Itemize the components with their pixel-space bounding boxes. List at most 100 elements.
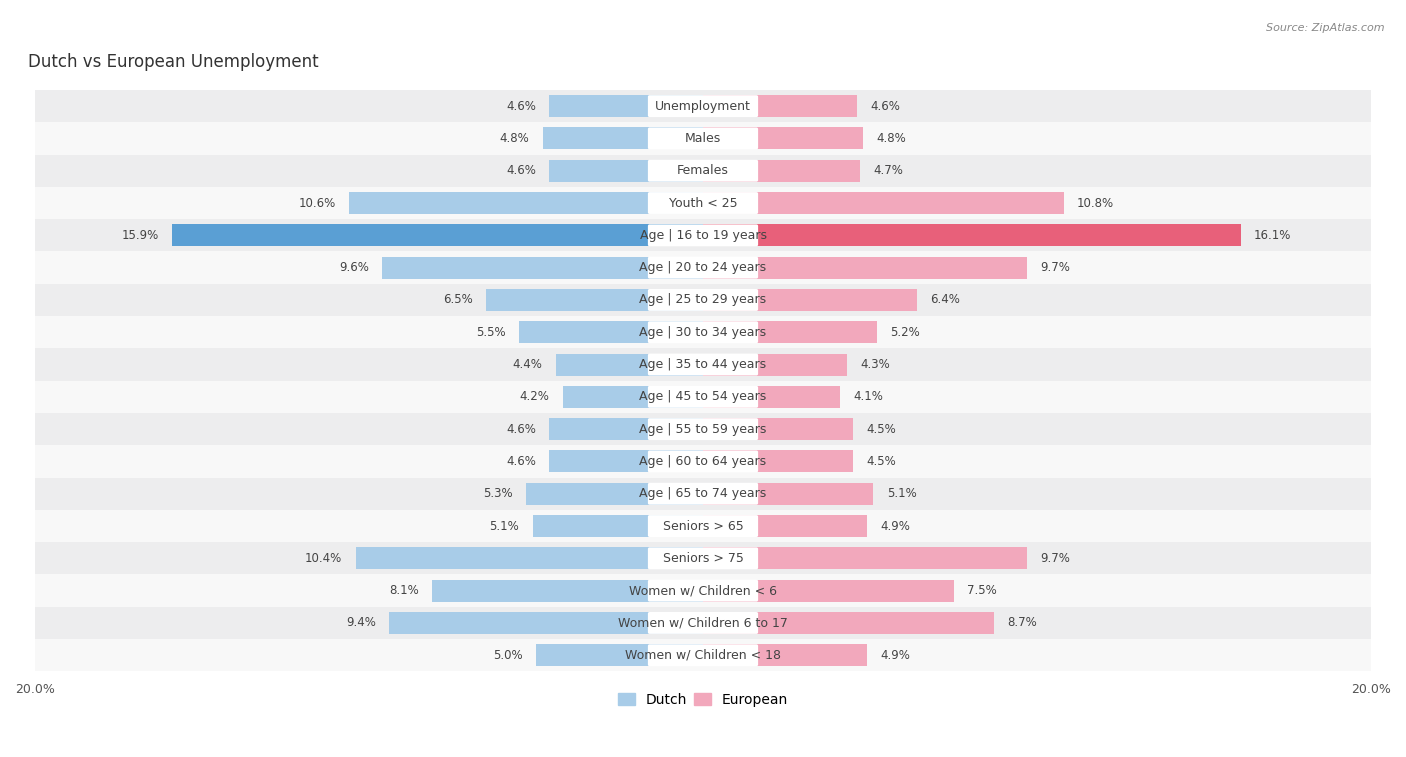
FancyBboxPatch shape (648, 354, 758, 375)
Text: 10.6%: 10.6% (298, 197, 336, 210)
Text: 4.8%: 4.8% (499, 132, 529, 145)
Bar (703, 192, 1064, 214)
Text: 9.6%: 9.6% (339, 261, 368, 274)
Bar (35, 381, 1371, 413)
Text: 10.4%: 10.4% (305, 552, 342, 565)
FancyBboxPatch shape (648, 612, 758, 634)
Bar (35, 154, 1371, 187)
Text: 4.8%: 4.8% (877, 132, 907, 145)
Text: 10.8%: 10.8% (1077, 197, 1114, 210)
Bar (433, 580, 703, 602)
FancyBboxPatch shape (648, 224, 758, 246)
Text: 7.5%: 7.5% (967, 584, 997, 597)
Bar (703, 224, 1240, 246)
Text: Age | 30 to 34 years: Age | 30 to 34 years (640, 326, 766, 338)
Text: Age | 60 to 64 years: Age | 60 to 64 years (640, 455, 766, 468)
Bar (536, 644, 703, 666)
Text: 5.3%: 5.3% (484, 488, 513, 500)
Bar (550, 95, 703, 117)
Text: 4.5%: 4.5% (866, 455, 897, 468)
Bar (533, 515, 703, 537)
FancyBboxPatch shape (648, 580, 758, 602)
Text: 5.1%: 5.1% (887, 488, 917, 500)
Text: 4.9%: 4.9% (880, 649, 910, 662)
FancyBboxPatch shape (648, 483, 758, 505)
Text: Source: ZipAtlas.com: Source: ZipAtlas.com (1267, 23, 1385, 33)
Bar (703, 547, 1026, 569)
Text: 6.5%: 6.5% (443, 294, 472, 307)
Text: 6.4%: 6.4% (931, 294, 960, 307)
Bar (35, 413, 1371, 445)
FancyBboxPatch shape (648, 95, 758, 117)
Bar (35, 187, 1371, 220)
Bar (550, 450, 703, 472)
Text: 4.6%: 4.6% (506, 422, 536, 435)
Bar (703, 483, 873, 505)
Text: 4.6%: 4.6% (506, 455, 536, 468)
Text: Females: Females (678, 164, 728, 177)
Bar (35, 220, 1371, 251)
Bar (703, 95, 856, 117)
Bar (703, 354, 846, 375)
Bar (519, 321, 703, 343)
Text: 16.1%: 16.1% (1254, 229, 1292, 241)
FancyBboxPatch shape (648, 289, 758, 311)
Text: Women w/ Children 6 to 17: Women w/ Children 6 to 17 (619, 616, 787, 630)
Bar (35, 316, 1371, 348)
Bar (703, 580, 953, 602)
Text: Women w/ Children < 18: Women w/ Children < 18 (626, 649, 780, 662)
Legend: Dutch, European: Dutch, European (613, 687, 793, 712)
Text: 4.2%: 4.2% (519, 391, 550, 403)
Bar (486, 289, 703, 311)
Text: Age | 25 to 29 years: Age | 25 to 29 years (640, 294, 766, 307)
Text: 4.6%: 4.6% (506, 164, 536, 177)
Bar (562, 386, 703, 408)
Bar (35, 542, 1371, 575)
Text: Age | 55 to 59 years: Age | 55 to 59 years (640, 422, 766, 435)
Text: 15.9%: 15.9% (121, 229, 159, 241)
Bar (703, 257, 1026, 279)
Text: 4.7%: 4.7% (873, 164, 903, 177)
Text: Women w/ Children < 6: Women w/ Children < 6 (628, 584, 778, 597)
Bar (703, 515, 866, 537)
Text: 5.1%: 5.1% (489, 519, 519, 532)
Bar (389, 612, 703, 634)
Bar (35, 639, 1371, 671)
Text: 9.4%: 9.4% (346, 616, 375, 630)
Text: 5.0%: 5.0% (494, 649, 523, 662)
Bar (35, 123, 1371, 154)
Text: 9.7%: 9.7% (1040, 552, 1070, 565)
Bar (35, 251, 1371, 284)
Text: 5.2%: 5.2% (890, 326, 920, 338)
Bar (382, 257, 703, 279)
Bar (35, 348, 1371, 381)
Bar (703, 418, 853, 440)
Text: Age | 16 to 19 years: Age | 16 to 19 years (640, 229, 766, 241)
Text: Age | 65 to 74 years: Age | 65 to 74 years (640, 488, 766, 500)
Bar (35, 284, 1371, 316)
Text: 4.5%: 4.5% (866, 422, 897, 435)
Bar (703, 386, 839, 408)
FancyBboxPatch shape (648, 160, 758, 182)
Text: 8.1%: 8.1% (389, 584, 419, 597)
Text: 9.7%: 9.7% (1040, 261, 1070, 274)
Text: Unemployment: Unemployment (655, 100, 751, 113)
Bar (172, 224, 703, 246)
Bar (703, 612, 994, 634)
Text: 4.4%: 4.4% (513, 358, 543, 371)
FancyBboxPatch shape (648, 515, 758, 537)
Text: 4.1%: 4.1% (853, 391, 883, 403)
Text: Age | 45 to 54 years: Age | 45 to 54 years (640, 391, 766, 403)
FancyBboxPatch shape (648, 192, 758, 214)
Text: Age | 35 to 44 years: Age | 35 to 44 years (640, 358, 766, 371)
Bar (703, 450, 853, 472)
Bar (35, 510, 1371, 542)
FancyBboxPatch shape (648, 257, 758, 279)
Bar (555, 354, 703, 375)
Text: Dutch vs European Unemployment: Dutch vs European Unemployment (28, 53, 319, 71)
Bar (703, 644, 866, 666)
Text: 4.6%: 4.6% (506, 100, 536, 113)
Bar (349, 192, 703, 214)
Bar (35, 478, 1371, 510)
Bar (35, 575, 1371, 607)
